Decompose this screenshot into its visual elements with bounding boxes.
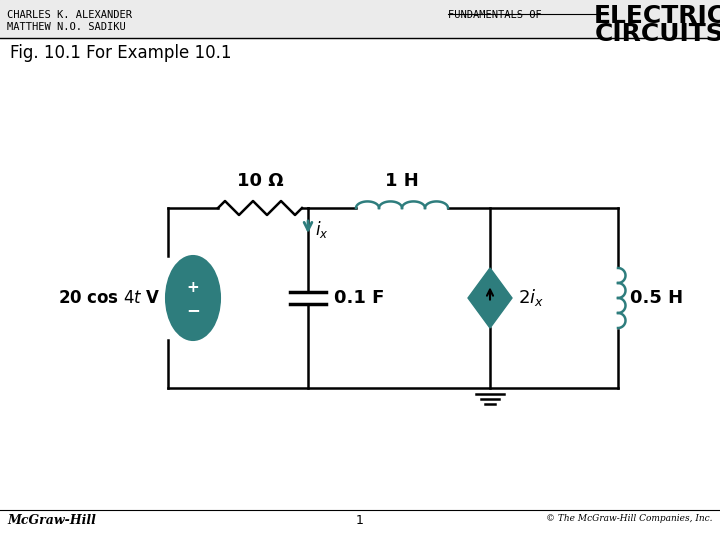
Bar: [0, 0, 720, 38]
Text: © The McGraw-Hill Companies, Inc.: © The McGraw-Hill Companies, Inc.: [546, 514, 713, 523]
Text: ELECTRIC: ELECTRIC: [594, 4, 720, 28]
Text: MATTHEW N.O. SADIKU: MATTHEW N.O. SADIKU: [7, 22, 126, 32]
Text: $2i_x$: $2i_x$: [518, 287, 544, 308]
Ellipse shape: [166, 256, 220, 340]
Text: −: −: [186, 301, 200, 319]
Text: $i_x$: $i_x$: [315, 219, 328, 240]
Text: 1: 1: [356, 514, 364, 527]
Text: 10 Ω: 10 Ω: [237, 172, 283, 190]
Text: $\mathbf{20\ cos}\ \mathit{4t}\ \mathbf{V}$: $\mathbf{20\ cos}\ \mathit{4t}\ \mathbf{…: [58, 289, 160, 307]
Text: 0.1 F: 0.1 F: [334, 289, 384, 307]
Text: 0.5 H: 0.5 H: [629, 289, 683, 307]
Polygon shape: [468, 268, 512, 328]
Text: McGraw-Hill: McGraw-Hill: [7, 514, 96, 527]
Text: FUNDAMENTALS OF: FUNDAMENTALS OF: [448, 10, 541, 20]
Text: CHARLES K. ALEXANDER: CHARLES K. ALEXANDER: [7, 10, 132, 20]
Text: 1 H: 1 H: [385, 172, 419, 190]
Text: Fig. 10.1 For Example 10.1: Fig. 10.1 For Example 10.1: [10, 44, 232, 62]
Text: +: +: [186, 280, 199, 294]
Text: CIRCUITS: CIRCUITS: [595, 22, 720, 46]
